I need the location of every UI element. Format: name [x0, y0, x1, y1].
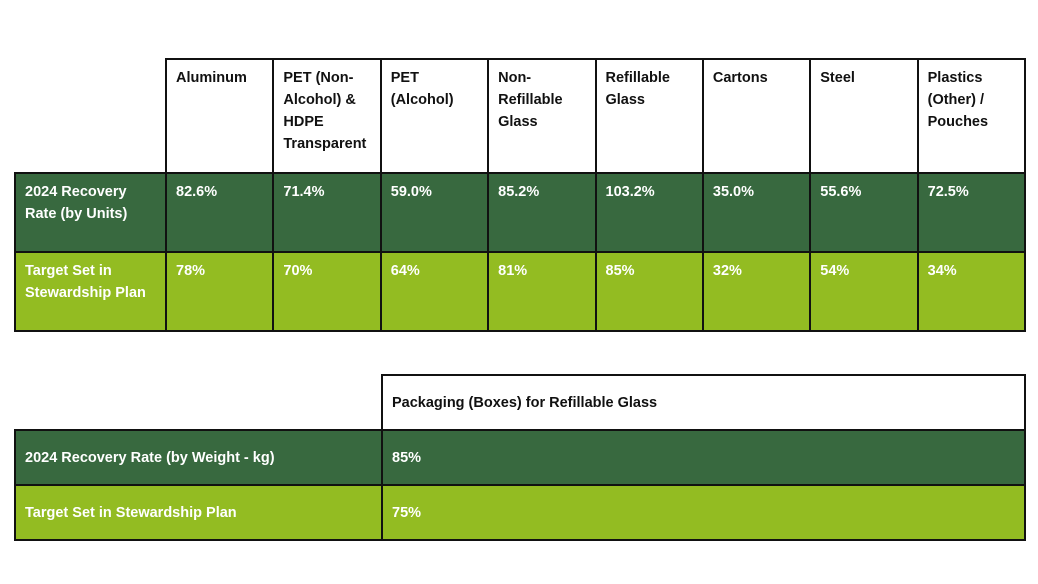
- column-header-cartons: Cartons: [701, 58, 812, 174]
- row-label: 2024 Recovery Rate (by Weight - kg): [14, 429, 383, 486]
- row-label: Target Set in Stewardship Plan: [14, 484, 383, 541]
- table-cell: 71.4%: [272, 172, 382, 253]
- table-cell: 34%: [916, 251, 1027, 332]
- corner-cell: [15, 59, 166, 173]
- column-header-pet-non-alcohol-hdpe: PET (Non-Alcohol) & HDPE Transparent: [272, 58, 382, 174]
- row-label: Target Set in Stewardship Plan: [14, 251, 167, 332]
- table-row-recovery-rate-weight: 2024 Recovery Rate (by Weight - kg) 85%: [14, 429, 1026, 486]
- table-cell: 55.6%: [809, 172, 919, 253]
- table-cell: 103.2%: [594, 172, 704, 253]
- table-cell: 78%: [164, 251, 275, 332]
- table-cell: 75%: [381, 484, 1026, 541]
- table-cell: 85%: [381, 429, 1026, 486]
- table-cell: 85%: [594, 251, 704, 332]
- table-cell: 59.0%: [379, 172, 490, 253]
- packaging-recovery-table: Packaging (Boxes) for Refillable Glass 2…: [14, 374, 1026, 541]
- table-header-row: Aluminum PET (Non-Alcohol) & HDPE Transp…: [15, 58, 1027, 174]
- table-row-recovery-rate-units: 2024 Recovery Rate (by Units) 82.6% 71.4…: [14, 172, 1027, 253]
- column-header-steel: Steel: [809, 58, 919, 174]
- table-cell: 82.6%: [164, 172, 275, 253]
- table-cell: 85.2%: [487, 172, 597, 253]
- table-header-row: Packaging (Boxes) for Refillable Glass: [15, 374, 1026, 431]
- table-cell: 64%: [379, 251, 490, 332]
- column-header-packaging-boxes: Packaging (Boxes) for Refillable Glass: [381, 374, 1026, 431]
- table-cell: 32%: [701, 251, 812, 332]
- column-header-non-refillable-glass: Non-Refillable Glass: [487, 58, 597, 174]
- table-row-target: Target Set in Stewardship Plan 75%: [14, 484, 1026, 541]
- column-header-aluminum: Aluminum: [164, 58, 275, 174]
- table-row-target: Target Set in Stewardship Plan 78% 70% 6…: [14, 251, 1027, 332]
- table-cell: 70%: [272, 251, 382, 332]
- table-cell: 72.5%: [916, 172, 1027, 253]
- table-cell: 35.0%: [701, 172, 812, 253]
- corner-cell: [15, 375, 382, 430]
- recovery-rate-table: Aluminum PET (Non-Alcohol) & HDPE Transp…: [14, 58, 1027, 332]
- column-header-refillable-glass: Refillable Glass: [594, 58, 704, 174]
- column-header-plastics-other-pouches: Plastics (Other) / Pouches: [916, 58, 1027, 174]
- table-cell: 81%: [487, 251, 597, 332]
- column-header-pet-alcohol: PET (Alcohol): [379, 58, 490, 174]
- table-cell: 54%: [809, 251, 919, 332]
- row-label: 2024 Recovery Rate (by Units): [14, 172, 167, 253]
